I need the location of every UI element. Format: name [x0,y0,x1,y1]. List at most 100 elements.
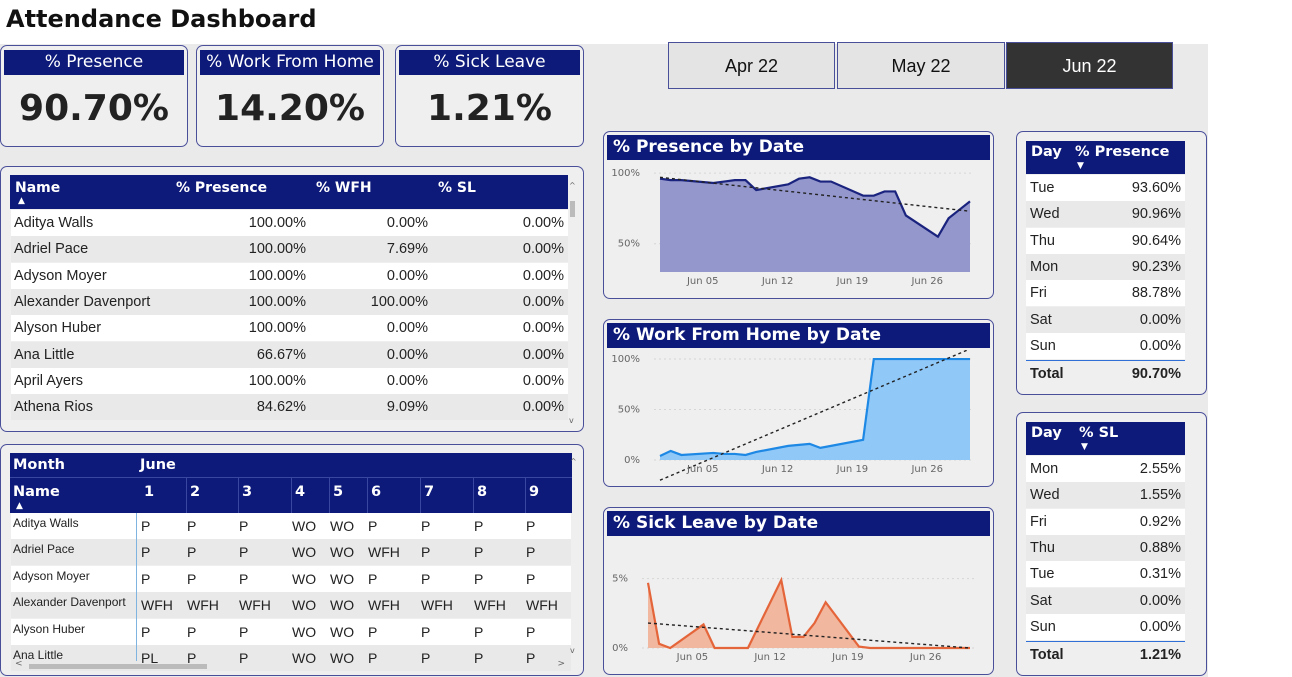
cell-status: P [474,650,484,666]
cell-presence: 66.67% [256,346,306,363]
table-row[interactable]: Sun 0.00% [1026,332,1185,359]
cell-status: WO [330,544,355,561]
x-tick-label: Jun 05 [686,276,719,287]
column-header-name[interactable]: Name [13,484,60,500]
column-header-sl[interactable]: % SL [438,180,476,196]
table-row[interactable]: Sat 0.00% [1026,587,1185,614]
scroll-left-icon[interactable]: < [15,659,23,669]
column-header-presence[interactable]: % Presence [176,180,268,196]
scroll-down-icon[interactable]: v [570,646,575,655]
cell-day: Wed [1030,487,1060,504]
table-row[interactable]: Mon 2.55% [1026,456,1185,482]
vertical-scrollbar[interactable]: ^ v [568,181,577,425]
table-row[interactable]: Ana Little 66.67% 0.00% 0.00% [11,341,568,368]
table-row[interactable]: April Ayers 100.00% 0.00% 0.00% [11,367,568,394]
cell-name: Alyson Huber [13,621,86,636]
cell-status: P [526,570,536,587]
cell-presence: 100.00% [248,267,306,284]
cell-status: P [239,623,249,640]
day-column-header[interactable]: 4 [295,484,306,500]
cell-value: 0.00% [1139,311,1181,328]
day-column-header[interactable]: 6 [371,484,382,500]
day-column-header[interactable]: 7 [424,484,435,500]
table-row[interactable]: Tue 93.60% [1026,175,1185,201]
table-row[interactable]: Tue 0.31% [1026,561,1185,588]
matrix-row[interactable]: Adyson Moyer P P P WO WO P P P P [11,565,571,592]
matrix-row[interactable]: Alexander Davenport WFH WFH WFH WO WO WFH WFH WF… [11,592,571,619]
column-header-wfh[interactable]: % WFH [316,180,372,196]
sort-descending-icon[interactable]: ▼ [1081,442,1088,452]
table-row[interactable]: Alyson Huber 100.00% 0.00% 0.00% [11,315,568,342]
cell-status: P [141,570,151,587]
cell-day: Sun [1030,618,1056,635]
table-row[interactable]: Alexander Davenport 100.00% 100.00% 0.00% [11,288,568,315]
scroll-thumb[interactable] [29,664,207,669]
scroll-right-icon[interactable]: > [557,659,565,669]
horizontal-scrollbar[interactable]: < > [15,659,565,671]
table-row[interactable]: Sun 0.00% [1026,613,1185,640]
table-row[interactable]: Adriel Pace 100.00% 7.69% 0.00% [11,236,568,263]
table-row[interactable]: Thu 0.88% [1026,534,1185,561]
scroll-thumb[interactable] [570,201,575,217]
x-tick-label: Jun 26 [909,652,942,663]
scroll-up-icon[interactable]: ^ [569,181,576,190]
sort-descending-icon[interactable]: ▼ [1077,161,1084,171]
matrix-row[interactable]: Adriel Pace P P P WO WO WFH P P P [11,539,571,566]
sort-ascending-icon[interactable]: ▲ [16,501,23,511]
cell-status: WO [292,544,317,561]
month-button-may[interactable]: May 22 [837,42,1005,89]
day-column-header[interactable]: 2 [190,484,201,500]
cell-status: P [421,518,431,534]
table-row[interactable]: Adyson Moyer 100.00% 0.00% 0.00% [11,262,568,289]
cell-sl: 0.00% [522,320,564,337]
x-tick-label: Jun 19 [836,464,869,475]
cell-status: PL [141,650,159,666]
column-header-sl[interactable]: % SL [1079,425,1119,441]
scroll-up-icon[interactable]: ^ [570,457,577,466]
cell-status: P [526,623,536,640]
presence-chart: 100% 50% Jun 05 Jun 12 Jun 19 Jun 26 [611,168,974,287]
sick-leave-chart: 5% 0% Jun 05 Jun 12 Jun 19 Jun 26 [612,574,974,663]
name-divider [136,513,137,661]
table-row[interactable]: Mon 90.23% [1026,253,1185,280]
column-header-presence[interactable]: % Presence [1075,144,1170,160]
cell-name: Ana Little [14,346,75,363]
cell-value: 0.92% [1139,513,1181,530]
table-row[interactable]: Thu 90.64% [1026,227,1185,254]
column-header-day[interactable]: Day [1031,425,1062,441]
day-column-header[interactable]: 5 [333,484,344,500]
cell-status: P [474,518,484,534]
column-header-day[interactable]: Day [1031,144,1062,160]
cell-status: P [474,570,484,587]
cell-presence: 100.00% [248,241,306,258]
vertical-scrollbar[interactable]: ^ v [569,457,578,655]
cell-wfh: 0.00% [386,215,428,231]
cell-name: Adriel Pace [14,241,89,258]
cell-presence: 100.00% [248,215,306,231]
day-column-header[interactable]: 1 [144,484,155,500]
sl-by-day-header: Day % SL ▼ [1026,422,1185,455]
table-row[interactable]: Athena Rios 84.62% 9.09% 0.00% [11,394,568,421]
day-column-header[interactable]: 9 [529,484,540,500]
column-header-name[interactable]: Name [15,180,61,196]
x-tick-label: Jun 05 [676,652,709,663]
day-column-header[interactable]: 8 [477,484,488,500]
table-row[interactable]: Wed 1.55% [1026,482,1185,509]
presence-by-day-panel: Day % Presence ▼ Tue 93.60% Wed 90.96% Thu 90… [1016,131,1207,395]
table-row[interactable]: Sat 0.00% [1026,306,1185,333]
table-row[interactable]: Fri 0.92% [1026,508,1185,535]
table-row[interactable]: Wed 90.96% [1026,201,1185,228]
day-column-header[interactable]: 3 [242,484,253,500]
table-row[interactable]: Fri 88.78% [1026,280,1185,307]
table-row[interactable]: Aditya Walls 100.00% 0.00% 0.00% [11,210,568,236]
month-button-jun[interactable]: Jun 22 [1006,42,1173,89]
matrix-row[interactable]: Aditya Walls P P P WO WO P P P P [11,513,571,539]
x-tick-label: Jun 19 [836,276,869,287]
month-button-apr[interactable]: Apr 22 [668,42,835,89]
scroll-down-icon[interactable]: v [569,416,574,425]
matrix-row[interactable]: Alyson Huber P P P WO WO P P P P [11,618,571,645]
cell-day: Tue [1030,566,1055,583]
total-label: Total [1030,647,1064,664]
cell-value: 0.31% [1139,566,1181,583]
sort-ascending-icon[interactable]: ▲ [18,196,25,206]
